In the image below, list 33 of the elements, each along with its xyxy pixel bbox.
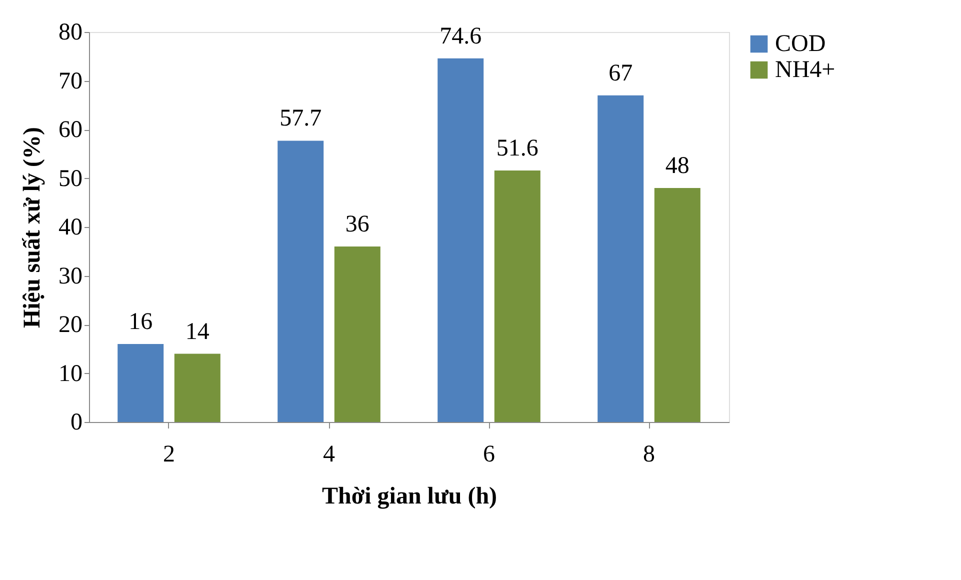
data-label: 36 [345,212,370,238]
data-label: 48 [665,153,690,179]
y-tick-label: 70 [58,68,82,94]
data-label: 14 [185,318,210,345]
y-tick-label: 60 [58,117,82,143]
data-label: 57.7 [280,106,322,132]
bar [438,58,484,422]
bar [598,95,644,422]
x-tick-label: 2 [163,442,175,468]
x-tick-label: 4 [323,442,335,468]
y-tick-label: 20 [58,312,82,338]
y-tick-label: 80 [58,20,82,46]
y-tick-label: 0 [70,410,82,436]
bar [494,170,540,422]
x-tick-label: 6 [483,442,495,468]
y-tick-label: 40 [58,214,82,240]
bar [174,354,220,422]
data-label: 16 [128,309,153,335]
bar [278,140,324,422]
data-label: 51.6 [496,135,538,162]
data-label: 67 [608,60,633,86]
bar [654,188,700,422]
y-tick-label: 10 [58,360,82,387]
x-tick-label: 8 [643,442,655,468]
x-axis-title: Thời gian lưu (h) [322,484,498,510]
y-axis-title: Hiệu suất xử lý (%) [20,126,46,328]
y-tick-label: 30 [58,263,82,290]
bar [334,246,380,422]
y-tick-label: 50 [58,166,82,192]
legend-label: NH4+ [775,57,836,83]
data-label: 74.6 [440,23,482,50]
legend-label: COD [775,31,826,57]
bar [118,344,164,422]
